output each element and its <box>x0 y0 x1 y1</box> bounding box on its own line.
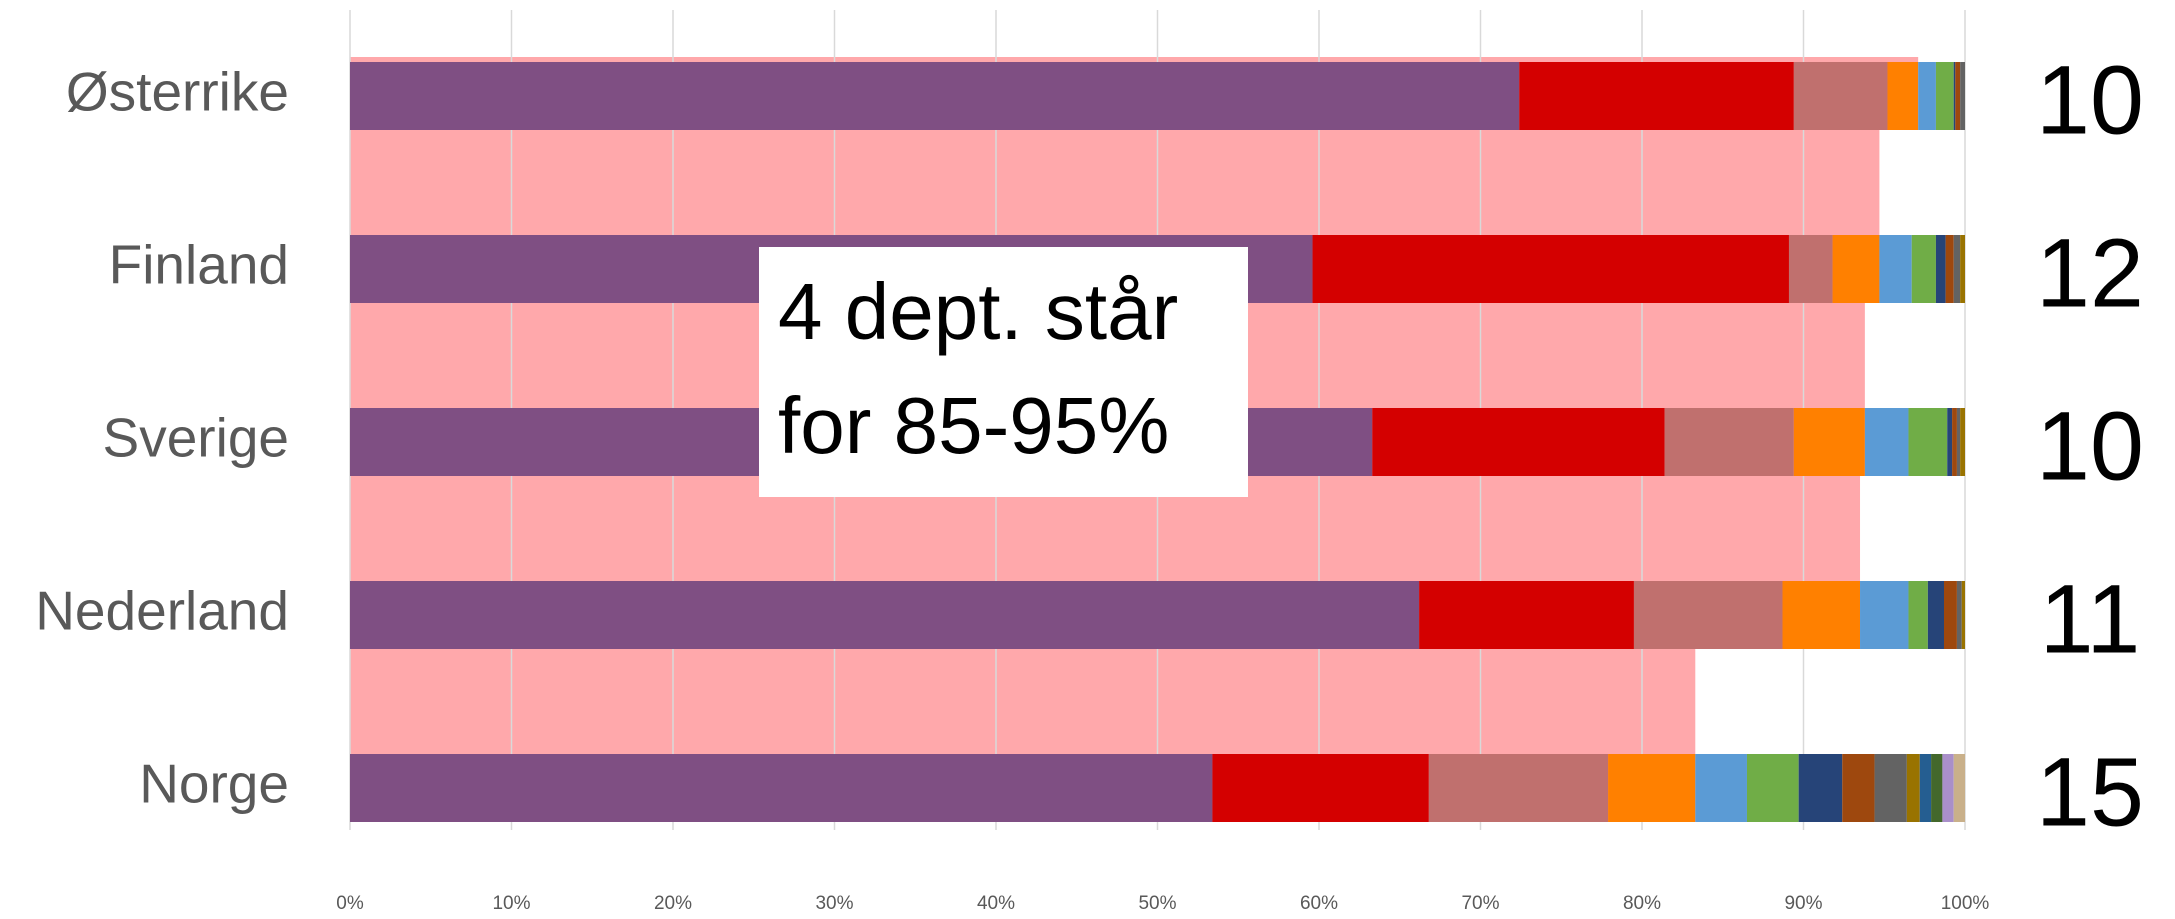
bar-segment <box>1953 235 1961 303</box>
bar-segment <box>1935 62 1954 130</box>
bar-segment <box>1956 581 1962 649</box>
bar-segment <box>1212 754 1429 822</box>
bar-segment <box>1608 754 1696 822</box>
y-tick-label: Nederland <box>35 580 289 642</box>
bar-segment <box>1832 235 1880 303</box>
bar-segment <box>1960 62 1965 130</box>
bar-segment <box>1942 754 1954 822</box>
annotation: 4 dept. står for 85-95% <box>759 247 1248 497</box>
bar-segment <box>1960 235 1965 303</box>
bar-segment <box>1908 581 1928 649</box>
right-label: 10 <box>2036 392 2144 501</box>
x-tick-label: 100% <box>1941 893 1990 914</box>
bar-segment <box>350 581 1420 649</box>
bar-segment <box>1935 235 1946 303</box>
bar-segment <box>1927 581 1945 649</box>
bar-segment <box>1918 62 1936 130</box>
bar-segment <box>1945 235 1954 303</box>
bar-segment <box>1664 408 1794 476</box>
bar-segment <box>1906 754 1920 822</box>
bar-segment <box>1372 408 1665 476</box>
bar-segment <box>1879 235 1912 303</box>
bar-segment <box>1312 235 1789 303</box>
right-label: 12 <box>2036 219 2144 328</box>
x-tick-label: 90% <box>1784 893 1822 914</box>
y-tick-label: Finland <box>109 234 289 296</box>
x-tick-label: 40% <box>977 893 1015 914</box>
bar-segment <box>1419 581 1634 649</box>
bar-segment <box>1695 754 1747 822</box>
annotation-line: 4 dept. står <box>778 267 1178 356</box>
bar-segment <box>1864 408 1909 476</box>
x-tick-label: 70% <box>1461 893 1499 914</box>
right-label: 15 <box>2036 738 2144 847</box>
bar-segment <box>1788 235 1833 303</box>
bar-segment <box>1944 581 1957 649</box>
bar-segment <box>1947 408 1953 476</box>
x-tick-label: 60% <box>1300 893 1338 914</box>
bar-segment <box>1952 408 1957 476</box>
right-label: 11 <box>2040 565 2141 674</box>
bar-segment <box>1860 581 1909 649</box>
bar-segment <box>1793 62 1888 130</box>
right-label: 10 <box>2036 46 2144 155</box>
bar-segment <box>1428 754 1609 822</box>
bar-segment <box>1953 62 1956 130</box>
x-tick-label: 30% <box>815 893 853 914</box>
bar-segment <box>1919 754 1932 822</box>
y-tick-label: Østerrike <box>66 61 289 123</box>
x-tick-label: 50% <box>1138 893 1176 914</box>
bar-segment <box>1633 581 1783 649</box>
y-tick-label: Sverige <box>103 407 289 469</box>
x-tick-label: 20% <box>654 893 692 914</box>
y-tick-label: Norge <box>139 753 289 815</box>
annotation-box <box>759 247 1248 497</box>
bar-segment <box>1955 62 1961 130</box>
bar-segment <box>1519 62 1794 130</box>
bar-segment <box>1960 408 1965 476</box>
bar-segment <box>1911 235 1936 303</box>
bar-segment <box>350 754 1213 822</box>
labels-layer: 0% 10% 20% 30% 40% 50% 60% 70% 80% 90% 100% Østerri… <box>35 46 2144 914</box>
bar-segment <box>1842 754 1875 822</box>
bar-segment <box>1746 754 1799 822</box>
bar-segment <box>1931 754 1943 822</box>
bar-segment <box>1908 408 1948 476</box>
annotation-line: for 85-95% <box>778 381 1169 470</box>
bar-segment <box>1887 62 1919 130</box>
bar-segment <box>1798 754 1843 822</box>
x-tick-label: 80% <box>1623 893 1661 914</box>
x-tick-label: 0% <box>336 893 364 914</box>
x-tick-label: 10% <box>492 893 530 914</box>
bar-segment <box>350 62 1520 130</box>
bar-segment <box>1961 581 1965 649</box>
bar-segment <box>1953 754 1965 822</box>
bar-segment <box>1956 408 1961 476</box>
bar-segment <box>1782 581 1861 649</box>
bar-segment <box>1793 408 1865 476</box>
bar-segment <box>1874 754 1907 822</box>
